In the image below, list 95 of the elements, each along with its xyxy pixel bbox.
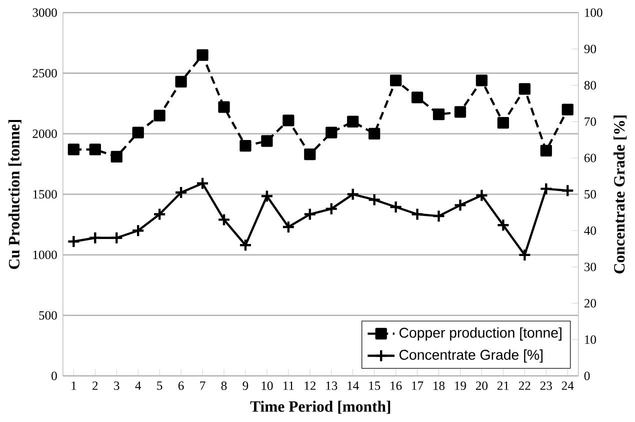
x-tick-label: 9: [242, 381, 248, 390]
point: [454, 106, 466, 118]
point: [89, 144, 101, 156]
y2-tick-label: 20: [584, 298, 596, 308]
x-tick-label: 24: [562, 381, 574, 390]
x-tick-label: 14: [348, 381, 359, 390]
x-tick-label: 15: [369, 381, 380, 390]
y2-tick-label: 10: [585, 335, 596, 344]
x-tick-label: 6: [178, 381, 184, 390]
point: [411, 92, 424, 104]
point: [68, 144, 80, 156]
y-tick-label: 500: [39, 311, 57, 320]
point: [326, 126, 338, 138]
y2-tick-label: 80: [584, 80, 596, 90]
point: [561, 184, 574, 198]
x-tick-label: 7: [200, 381, 206, 390]
y-tick-label: 3000: [32, 8, 57, 17]
point: [432, 108, 445, 120]
point: [389, 200, 402, 214]
point: [196, 49, 208, 61]
point: [282, 114, 294, 126]
point: [496, 218, 510, 232]
point: [175, 76, 187, 88]
x-tick-label: 13: [326, 381, 338, 390]
y2-tick-label: 70: [584, 117, 596, 126]
point: [562, 104, 574, 116]
point: [540, 144, 552, 156]
x-tick-label: 1: [72, 381, 76, 390]
point: [218, 101, 230, 113]
point: [67, 234, 80, 248]
x-tick-label: 8: [221, 381, 227, 390]
x-tick-label: 23: [540, 381, 552, 390]
point: [152, 208, 166, 221]
point: [347, 116, 359, 128]
x-tick-label: 20: [476, 381, 488, 390]
point: [260, 189, 274, 203]
point: [261, 135, 273, 147]
point: [432, 209, 446, 223]
point: [410, 208, 424, 221]
point: [303, 208, 317, 221]
point: [518, 248, 532, 262]
y-tick-label: 2500: [32, 68, 57, 78]
x-tick-label: 2: [92, 381, 98, 390]
x-tick-label: 19: [455, 381, 466, 390]
y-tick-label: 0: [52, 372, 57, 380]
point: [174, 186, 188, 199]
legend-label: Concentrate Grade [%]: [399, 349, 543, 363]
point: [368, 128, 380, 140]
y2-axis-title: Concentrate Grade [%]: [614, 115, 627, 274]
point: [476, 74, 488, 86]
y2-tick-label: 100: [585, 8, 602, 17]
point: [110, 150, 122, 162]
point: [475, 188, 488, 202]
y2-tick-label: 50: [584, 190, 596, 198]
x-tick-label: 22: [518, 381, 530, 390]
x-tick-label: 21: [497, 381, 509, 390]
y2-tick-label: 60: [584, 154, 596, 162]
point: [324, 202, 338, 216]
point: [390, 74, 402, 86]
x-tick-label: 18: [434, 381, 445, 390]
point: [88, 231, 102, 244]
y2-tick-label: 90: [584, 44, 596, 54]
x-tick-label: 10: [262, 381, 273, 390]
y-tick-label: 2000: [32, 129, 57, 138]
point: [110, 231, 124, 244]
point: [518, 83, 530, 95]
point: [196, 176, 210, 190]
x-tick-label: 5: [157, 381, 162, 390]
point: [497, 116, 510, 129]
x-tick-label: 16: [390, 381, 402, 390]
point: [131, 224, 145, 238]
point: [238, 238, 252, 252]
x-tick-label: 12: [304, 381, 316, 390]
point: [454, 198, 467, 212]
legend-label: Copper production [tonne]: [399, 327, 562, 340]
point: [368, 193, 381, 206]
point: [217, 213, 231, 226]
x-axis-title: Time Period [month]: [250, 400, 390, 414]
point: [132, 126, 144, 138]
y-axis-title: Cu Production [tonne]: [8, 120, 22, 269]
point: [540, 182, 553, 196]
x-tick-label: 17: [412, 381, 424, 390]
y-tick-label: 1000: [33, 250, 57, 259]
y2-tick-label: 30: [584, 262, 596, 272]
y2-tick-label: 40: [584, 226, 596, 235]
y-tick-label: 1500: [33, 190, 57, 198]
point: [240, 140, 252, 152]
y2-tick-label: 0: [584, 372, 590, 380]
x-tick-label: 3: [114, 381, 120, 390]
x-tick-label: 11: [283, 381, 294, 390]
point: [304, 148, 316, 160]
point: [154, 110, 166, 122]
point: [282, 220, 296, 234]
point: [346, 188, 360, 201]
x-tick-label: 4: [135, 381, 142, 390]
